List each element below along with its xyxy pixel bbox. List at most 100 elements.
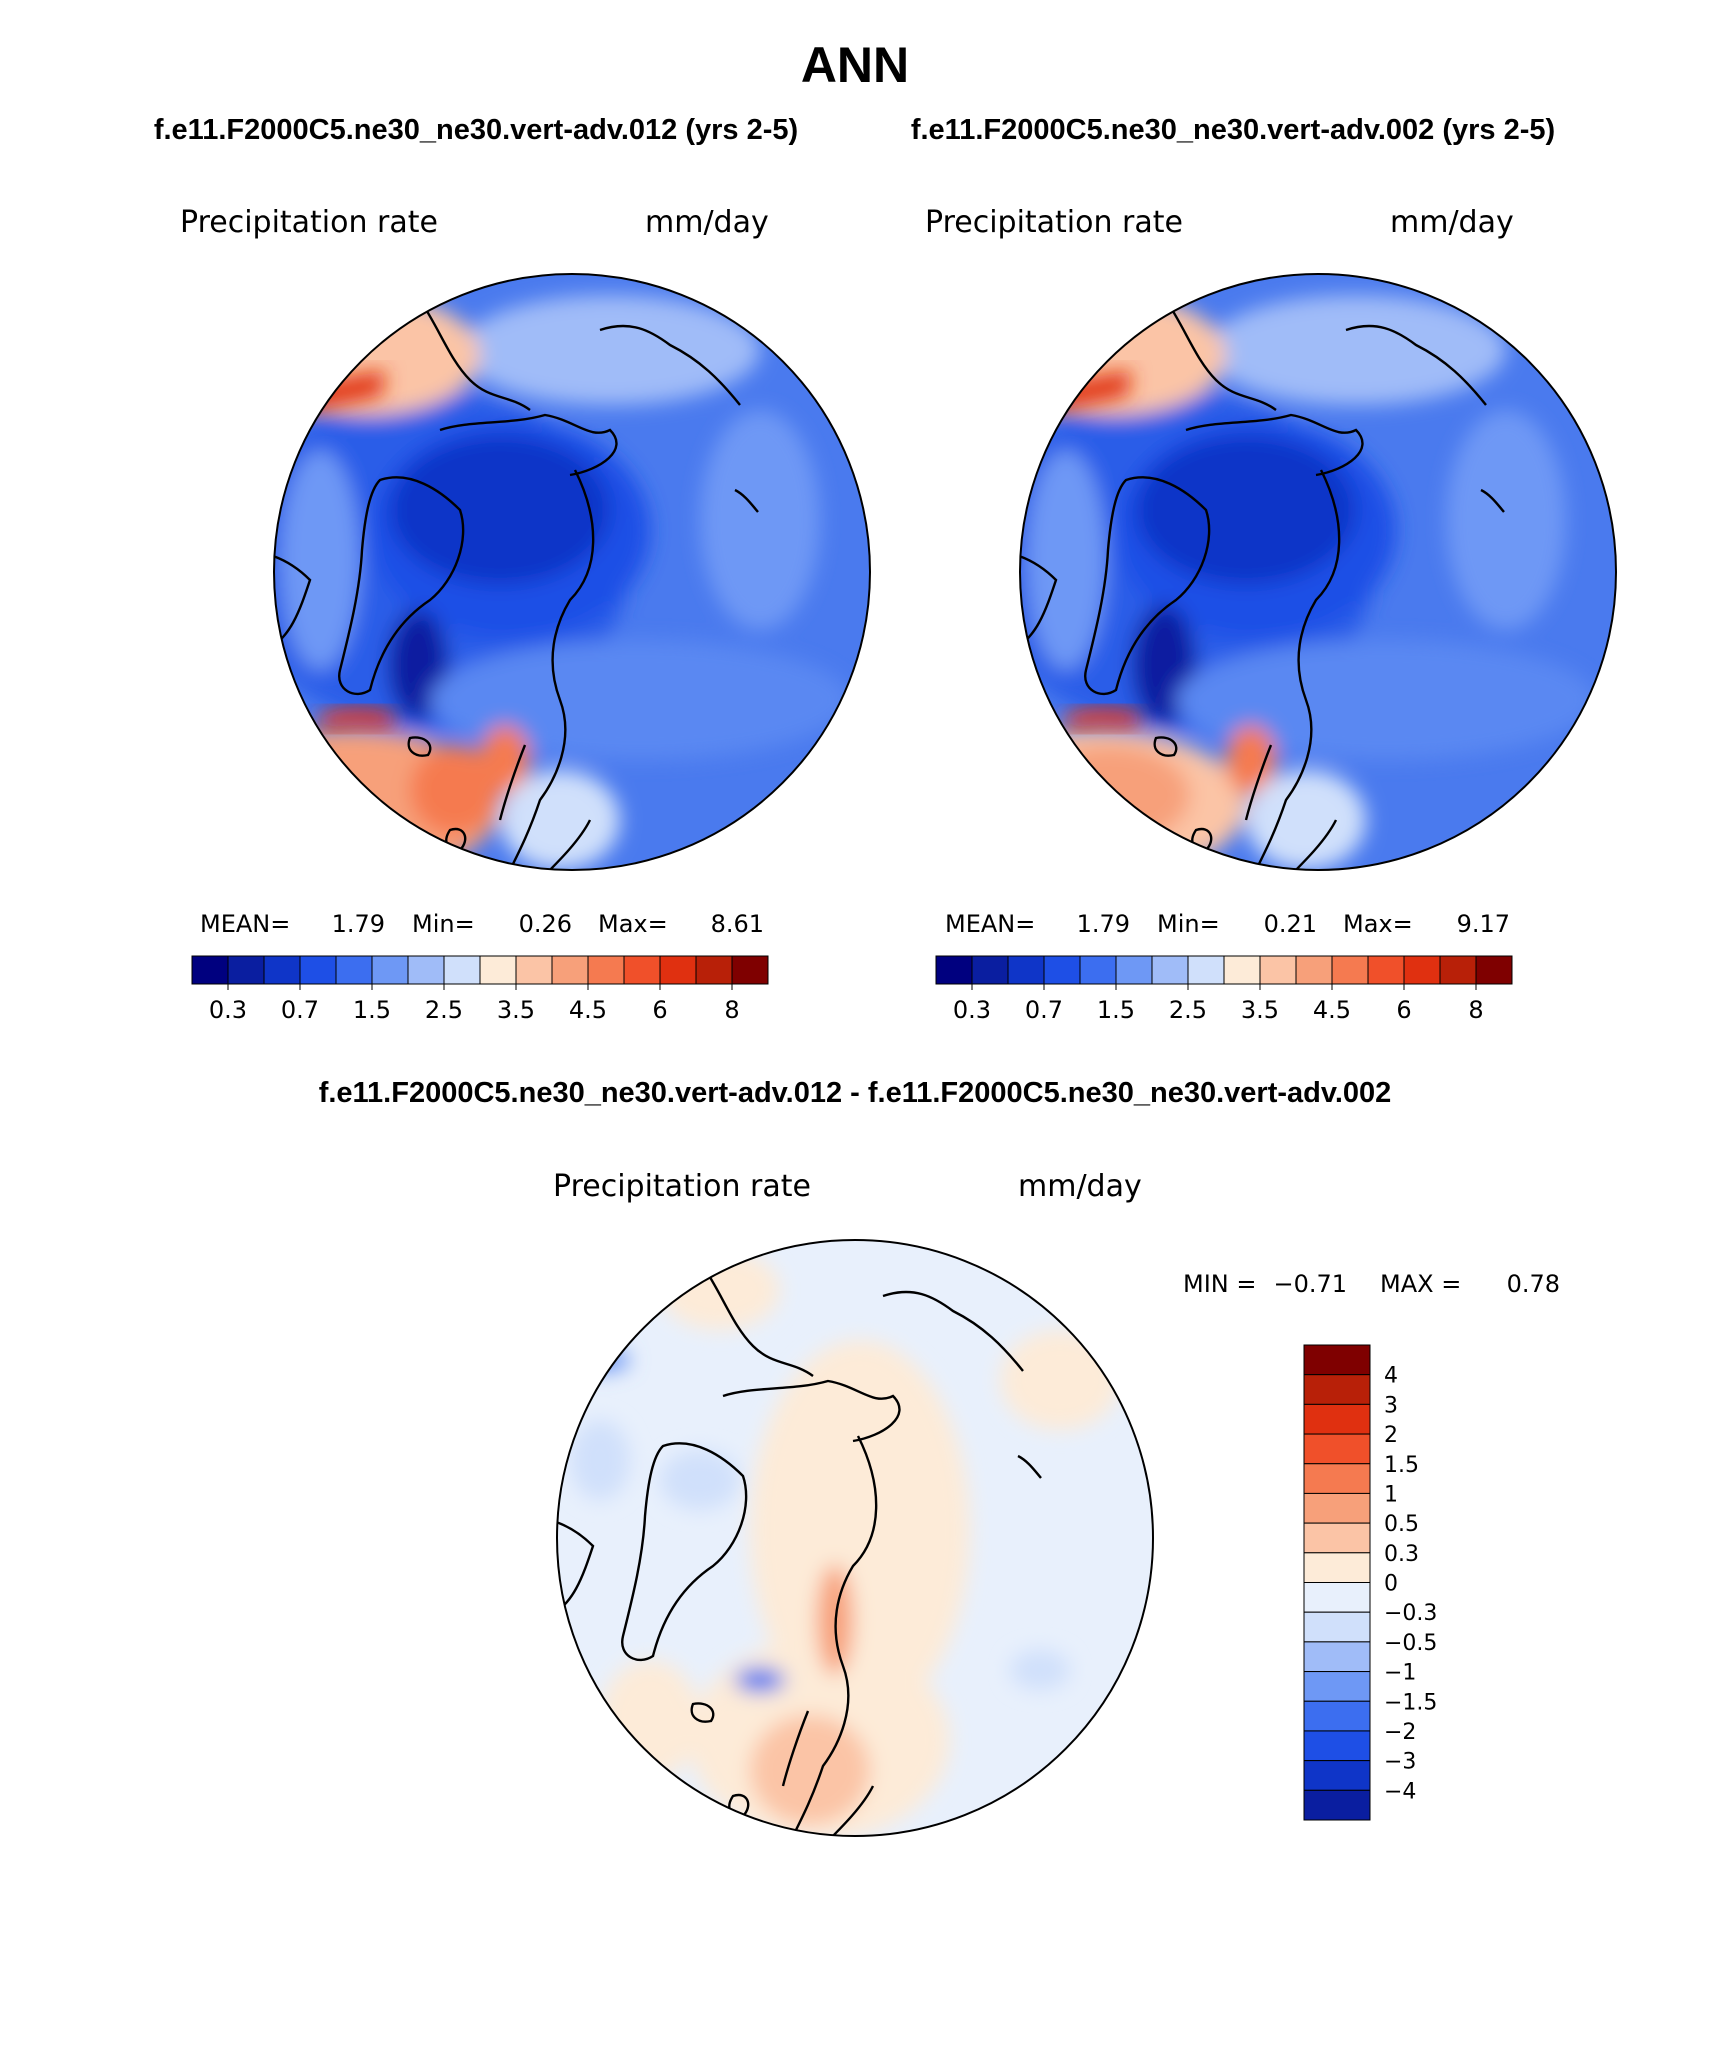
map-diff-colorbar-box-12	[1303, 1700, 1371, 1732]
map-a-boundary	[273, 273, 871, 871]
figure-title: ANN	[801, 37, 909, 93]
map-a-units-label: mm/day	[645, 205, 769, 240]
map-b-colorbar-label-4: 3.5	[1241, 996, 1279, 1024]
map-a-colorbar-box-3	[299, 955, 337, 985]
map-diff-colorbar-label-6: 0.3	[1384, 1542, 1419, 1567]
map-a-colorbar-label-3: 2.5	[425, 996, 463, 1024]
map-diff-colorbar-label-11: −1.5	[1384, 1690, 1437, 1715]
map-b-colorbar-box-13	[1403, 955, 1441, 985]
map-a-colorbar-box-9	[515, 955, 553, 985]
map-b-colorbar-label-5: 4.5	[1313, 996, 1351, 1024]
map-panel-b: Precipitation rate mm/day	[925, 205, 1617, 1024]
map-diff-colorbar-box-8	[1303, 1582, 1371, 1613]
map-a-colorbar-box-5	[371, 955, 409, 985]
case-b-heading: f.e11.F2000C5.ne30_ne30.vert-adv.002 (yr…	[911, 114, 1555, 146]
map-diff-colorbar-box-10	[1303, 1641, 1371, 1673]
map-diff-colorbar-label-3: 1.5	[1384, 1453, 1419, 1478]
map-a-colorbar-label-1: 0.7	[281, 996, 319, 1024]
map-a-colorbar-box-2	[263, 955, 301, 985]
map-diff-boundary	[556, 1239, 1154, 1837]
map-diff-colorbar-box-3	[1303, 1433, 1371, 1465]
map-b-units-label: mm/day	[1390, 205, 1514, 240]
map-a-colorbar-label-2: 1.5	[353, 996, 391, 1024]
map-a-colorbar-label-0: 0.3	[209, 996, 247, 1024]
map-a-mean-label: MEAN=	[200, 910, 290, 938]
map-b-colorbar-box-8	[1223, 955, 1261, 985]
map-a-mean-value: 1.79	[332, 910, 385, 938]
map-diff-colorbar-box-9	[1303, 1611, 1371, 1643]
map-diff-colorbar-label-0: 4	[1384, 1364, 1398, 1389]
map-b-colorbar-label-7: 8	[1468, 996, 1483, 1024]
map-a-colorbar: 0.3 0.7 1.5 2.5 3.5 4.5 6 8	[191, 955, 769, 1024]
map-a-colorbar-box-1	[227, 955, 265, 985]
map-diff-units-label: mm/day	[1018, 1169, 1142, 1204]
map-b-colorbar-box-15	[1475, 955, 1513, 985]
map-a-colorbar-label-7: 8	[724, 996, 739, 1024]
map-diff-colorbar-box-4	[1303, 1463, 1371, 1494]
map-diff-max-label: MAX =	[1380, 1270, 1461, 1298]
map-b-colorbar-box-6	[1151, 955, 1189, 985]
map-panel-a: Precipitation rate mm/day	[180, 205, 871, 1024]
map-b-colorbar-box-0	[935, 955, 973, 985]
map-a-colorbar-box-8	[479, 955, 517, 985]
map-a-colorbar-box-4	[335, 955, 373, 985]
map-diff-colorbar-box-13	[1303, 1730, 1371, 1762]
map-b-colorbar-label-3: 2.5	[1169, 996, 1207, 1024]
map-b-mean-value: 1.79	[1077, 910, 1130, 938]
map-a-colorbar-box-11	[587, 955, 625, 985]
map-a-min-label: Min=	[412, 910, 475, 938]
map-b-colorbar-box-5	[1115, 955, 1153, 985]
map-diff-min-label: MIN =	[1183, 1270, 1256, 1298]
map-b-mean-label: MEAN=	[945, 910, 1035, 938]
map-b-colorbar: 0.3 0.7 1.5 2.5 3.5 4.5 6 8	[935, 955, 1513, 1024]
map-a-min-value: 0.26	[519, 910, 572, 938]
map-a-colorbar-box-0	[191, 955, 229, 985]
map-b-colorbar-label-6: 6	[1396, 996, 1411, 1024]
map-a-colorbar-box-10	[551, 955, 589, 985]
map-diff-colorbar-label-13: −3	[1384, 1750, 1416, 1775]
map-diff-colorbar-box-2	[1303, 1403, 1371, 1435]
map-diff-colorbar: 4 3 2 1.5 1 0.5 0.3 0 −0.3 −0.5 −1 −1.5 −2 −3 −4	[1303, 1344, 1437, 1821]
map-a-colorbar-label-5: 4.5	[569, 996, 607, 1024]
map-diff-colorbar-label-14: −4	[1384, 1779, 1416, 1804]
map-b-colorbar-box-11	[1331, 955, 1369, 985]
map-a-colorbar-box-13	[659, 955, 697, 985]
map-b-colorbar-box-4	[1079, 955, 1117, 985]
map-b-colorbar-box-3	[1043, 955, 1081, 985]
map-a-colorbar-box-7	[443, 955, 481, 985]
case-a-heading: f.e11.F2000C5.ne30_ne30.vert-adv.012 (yr…	[154, 114, 798, 146]
map-b-field	[1020, 274, 1616, 870]
map-diff-colorbar-box-1	[1303, 1374, 1371, 1405]
map-b-colorbar-box-9	[1259, 955, 1297, 985]
map-a-colorbar-box-14	[695, 955, 733, 985]
map-diff-colorbar-box-14	[1303, 1760, 1371, 1791]
map-a-colorbar-box-6	[407, 955, 445, 985]
map-b-max-label: Max=	[1343, 910, 1413, 938]
map-a-field	[274, 274, 870, 870]
map-diff-colorbar-label-10: −1	[1384, 1661, 1416, 1686]
map-panel-diff: Precipitation rate mm/day	[553, 1169, 1560, 1837]
map-diff-colorbar-label-5: 0.5	[1384, 1512, 1419, 1537]
map-diff-colorbar-label-4: 1	[1384, 1482, 1398, 1507]
map-b-min-value: 0.21	[1264, 910, 1317, 938]
map-b-colorbar-box-1	[971, 955, 1009, 985]
map-b-colorbar-label-1: 0.7	[1025, 996, 1063, 1024]
map-diff-colorbar-label-8: −0.3	[1384, 1601, 1437, 1626]
map-b-max-value: 9.17	[1457, 910, 1510, 938]
map-a-colorbar-label-4: 3.5	[497, 996, 535, 1024]
map-b-colorbar-box-14	[1439, 955, 1477, 985]
map-b-colorbar-box-10	[1295, 955, 1333, 985]
map-diff-colorbar-box-5	[1303, 1492, 1371, 1524]
map-diff-colorbar-box-11	[1303, 1671, 1371, 1702]
map-diff-colorbar-label-2: 2	[1384, 1423, 1398, 1448]
map-diff-field	[557, 1240, 1153, 1836]
map-diff-colorbar-box-0	[1303, 1344, 1371, 1376]
map-a-colorbar-box-12	[623, 955, 661, 985]
map-b-colorbar-label-2: 1.5	[1097, 996, 1135, 1024]
map-diff-colorbar-label-1: 3	[1384, 1393, 1398, 1418]
map-diff-colorbar-label-12: −2	[1384, 1720, 1416, 1745]
map-b-variable-label: Precipitation rate	[925, 205, 1183, 240]
map-b-colorbar-label-0: 0.3	[953, 996, 991, 1024]
map-b-boundary	[1019, 273, 1617, 871]
